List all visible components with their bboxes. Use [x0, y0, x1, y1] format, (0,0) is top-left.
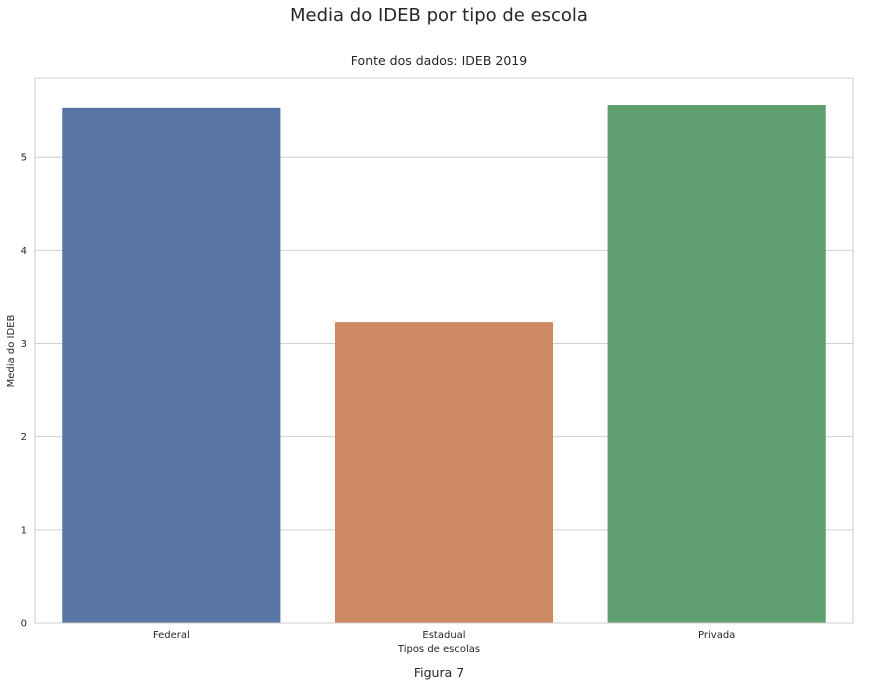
y-tick-label: 0 — [21, 619, 27, 630]
plot-frame — [34, 77, 854, 624]
x-tick-labels: Federal Estadual Privada — [153, 630, 735, 641]
bars — [62, 105, 826, 624]
y-tick-label: 4 — [21, 246, 27, 257]
y-tick-label: 5 — [21, 153, 27, 164]
x-tick-label-privada: Privada — [698, 630, 735, 641]
x-tick-label-federal: Federal — [153, 630, 190, 641]
bar-federal — [62, 107, 281, 624]
y-tick-label: 2 — [21, 432, 27, 443]
y-axis-label: Media do IDEB — [6, 315, 17, 388]
chart-title: Fonte dos dados: IDEB 2019 — [351, 53, 527, 68]
y-tick-label: 3 — [21, 339, 27, 350]
y-tick-labels: 0 1 2 3 4 5 — [21, 153, 27, 630]
chart-suptitle: Media do IDEB por tipo de escola — [290, 5, 588, 26]
y-tick-label: 1 — [21, 525, 27, 536]
x-tick-label-estadual: Estadual — [422, 630, 465, 641]
bar-estadual — [334, 322, 554, 623]
figure-caption: Figura 7 — [414, 665, 464, 680]
bar-privada — [607, 105, 826, 624]
x-axis-label: Tipos de escolas — [397, 644, 480, 655]
